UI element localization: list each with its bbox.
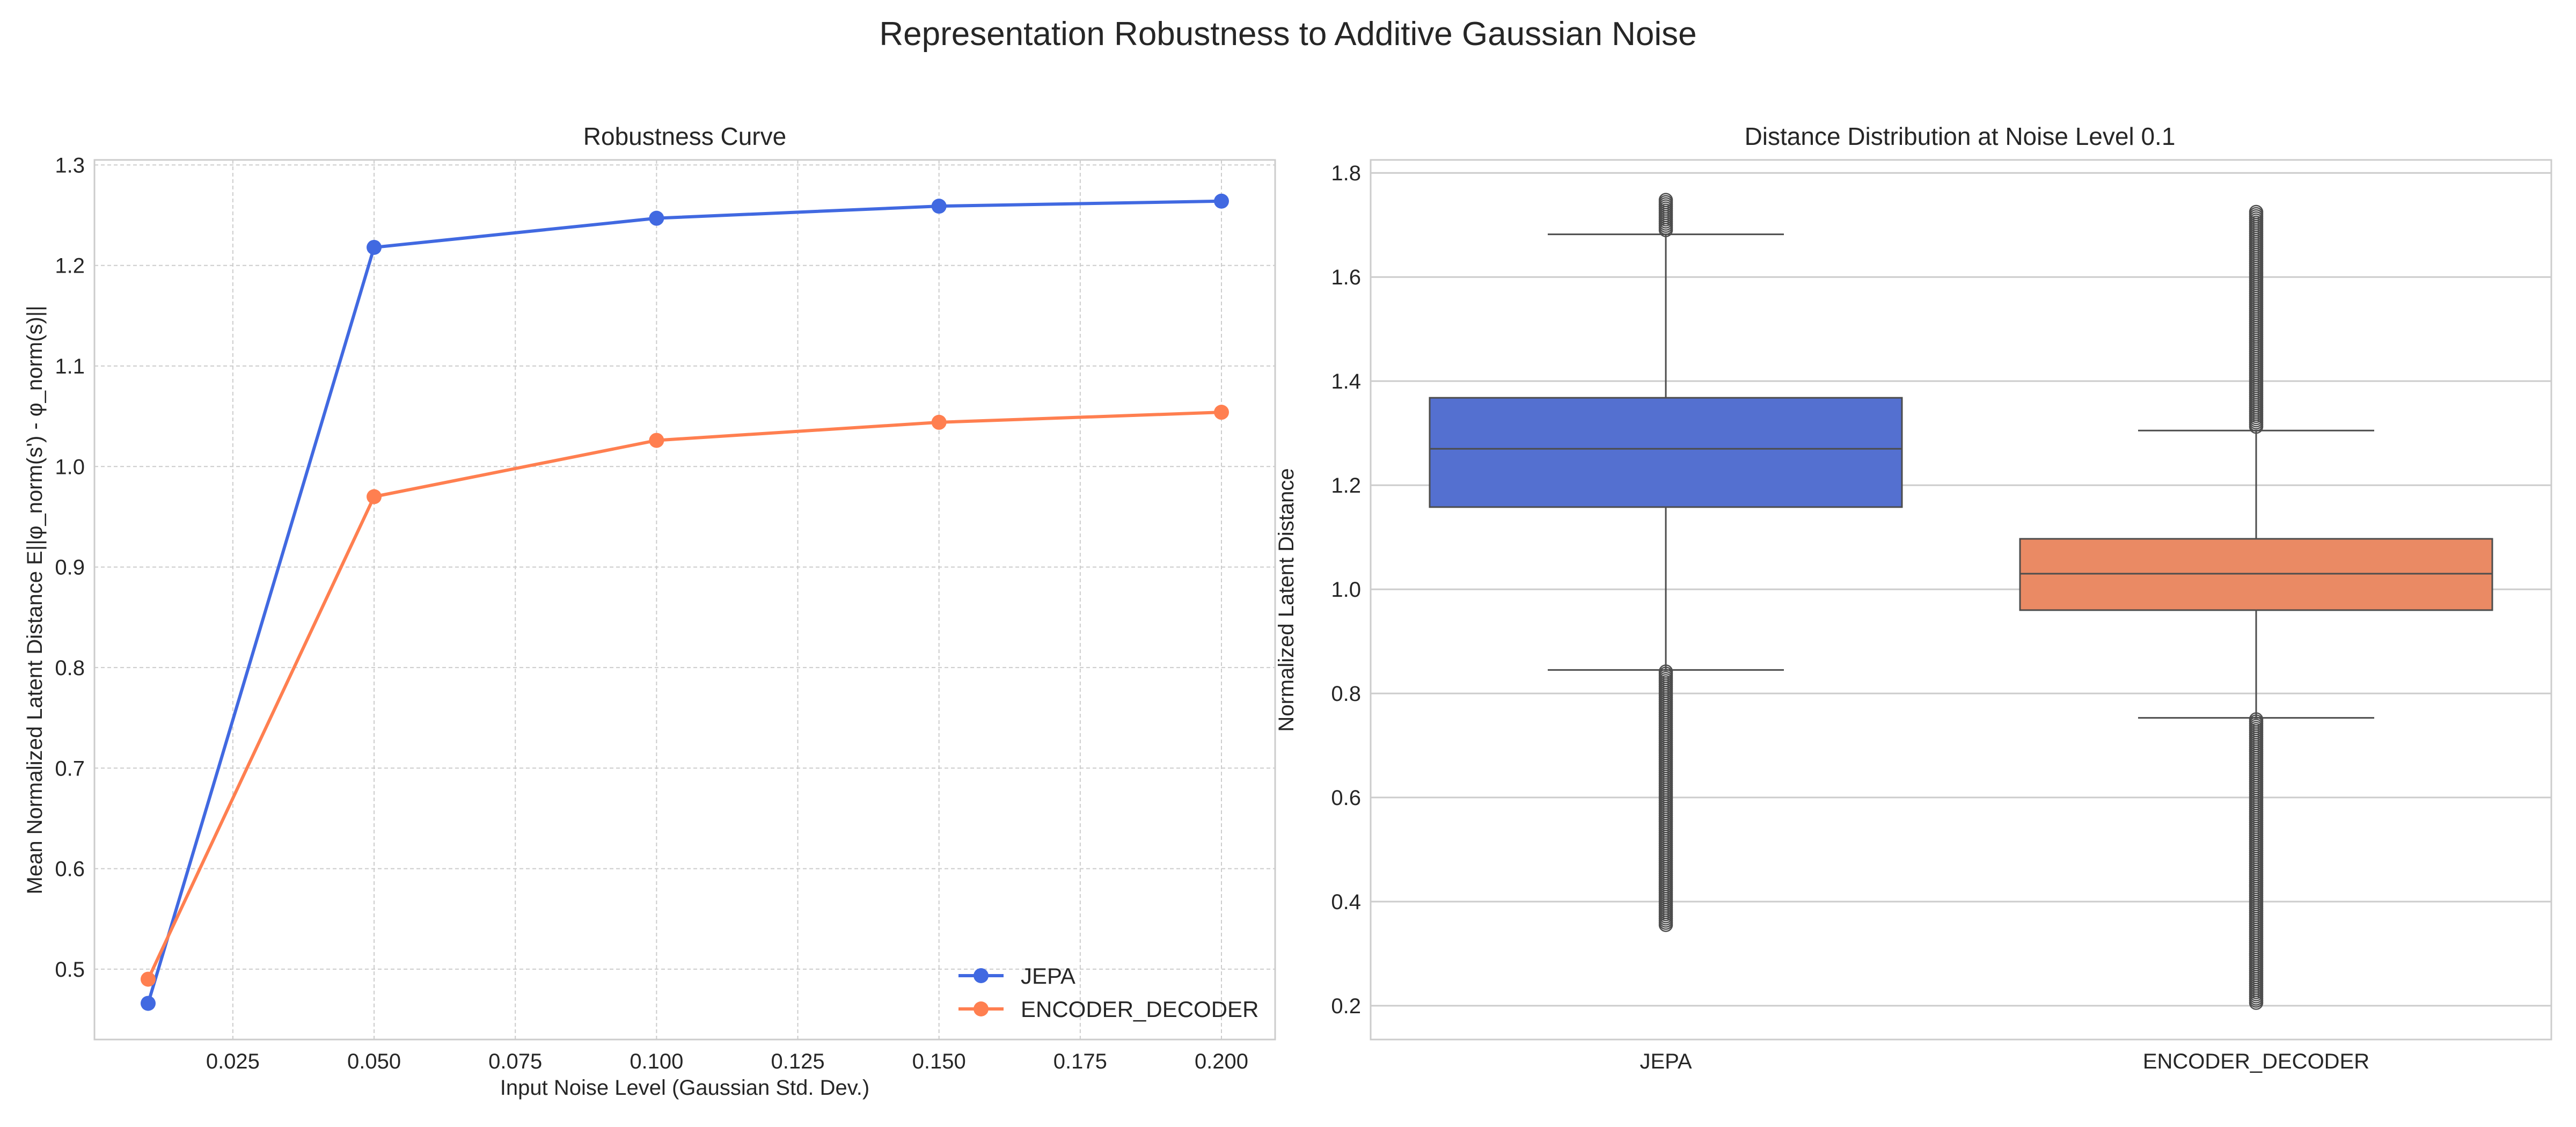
right-x-tick-label-jepa: JEPA — [1640, 1050, 1692, 1073]
left-y-tick-label: 0.9 — [55, 556, 85, 580]
right-y-tick-label: 1.4 — [1331, 370, 1361, 393]
left-x-tick-label: 0.175 — [1053, 1050, 1107, 1073]
right-y-tick-label: 0.8 — [1331, 682, 1361, 706]
outlier-point-high-jepa — [1658, 223, 1673, 237]
right-y-tick-label: 0.2 — [1331, 994, 1361, 1018]
left-x-axis-label: Input Noise Level (Gaussian Std. Dev.) — [500, 1076, 869, 1100]
right-y-tick-label: 0.6 — [1331, 786, 1361, 810]
left-x-tick-label: 0.075 — [488, 1050, 542, 1073]
left-y-tick-label: 1.3 — [55, 153, 85, 177]
robustness-curve-chart: Robustness Curve Input Noise Level (Gaus… — [23, 122, 1276, 1100]
legend-label-encoder_decoder: ENCODER_DECODER — [1021, 997, 1258, 1022]
legend-marker-jepa — [974, 968, 989, 983]
left-x-tick-label: 0.200 — [1195, 1050, 1248, 1073]
legend-marker-encoder_decoder — [974, 1001, 989, 1016]
left-y-axis-label: Mean Normalized Latent Distance E||φ_nor… — [23, 306, 47, 895]
left-y-tick-label: 1.1 — [55, 355, 85, 378]
left-y-tick-label: 0.8 — [55, 656, 85, 680]
data-point-encoder_decoder — [141, 971, 156, 987]
right-y-axis-label: Normalized Latent Distance — [1275, 468, 1298, 731]
figure-title: Representation Robustness to Additive Ga… — [879, 16, 1696, 53]
right-y-tick-label: 0.4 — [1331, 890, 1361, 914]
left-x-tick-label: 0.025 — [206, 1050, 260, 1073]
outlier-point-high-encoder_decoder — [2249, 419, 2264, 434]
left-x-tick-label: 0.100 — [630, 1050, 683, 1073]
data-point-jepa — [931, 199, 947, 214]
distance-distribution-chart: Distance Distribution at Noise Level 0.1… — [1275, 122, 2552, 1073]
left-plot-frame — [93, 159, 1276, 1041]
series-line-jepa — [147, 199, 1222, 1004]
outlier-point-low-jepa — [1658, 918, 1673, 932]
left-y-tick-label: 1.0 — [55, 455, 85, 479]
left-y-tick-label: 0.7 — [55, 757, 85, 780]
right-y-tick-label: 1.2 — [1331, 474, 1361, 497]
right-y-tick-label: 1.6 — [1331, 266, 1361, 289]
left-y-tick-label: 0.6 — [55, 858, 85, 881]
data-point-jepa — [367, 239, 382, 255]
box-jepa — [1429, 397, 1903, 508]
data-point-jepa — [141, 996, 156, 1011]
data-point-jepa — [1214, 193, 1229, 209]
legend-label-jepa: JEPA — [1021, 963, 1075, 989]
right-plot-frame — [1370, 159, 2552, 1041]
left-y-tick-label: 1.2 — [55, 254, 85, 278]
right-y-tick-label: 1.8 — [1331, 162, 1361, 185]
data-point-encoder_decoder — [367, 489, 382, 504]
left-chart-title: Robustness Curve — [583, 122, 786, 150]
data-point-jepa — [649, 210, 664, 226]
right-chart-title: Distance Distribution at Noise Level 0.1 — [1745, 122, 2176, 150]
data-point-encoder_decoder — [649, 433, 664, 448]
outlier-point-low-encoder_decoder — [2249, 996, 2264, 1010]
series-line-encoder_decoder — [147, 411, 1222, 980]
data-point-encoder_decoder — [1214, 405, 1229, 420]
right-x-tick-label-encoder_decoder: ENCODER_DECODER — [2143, 1050, 2369, 1073]
left-y-tick-label: 0.5 — [55, 958, 85, 982]
left-x-tick-label: 0.050 — [347, 1050, 401, 1073]
data-point-encoder_decoder — [931, 414, 947, 430]
right-y-tick-label: 1.0 — [1331, 578, 1361, 602]
left-x-tick-label: 0.125 — [771, 1050, 824, 1073]
left-x-tick-label: 0.150 — [912, 1050, 966, 1073]
